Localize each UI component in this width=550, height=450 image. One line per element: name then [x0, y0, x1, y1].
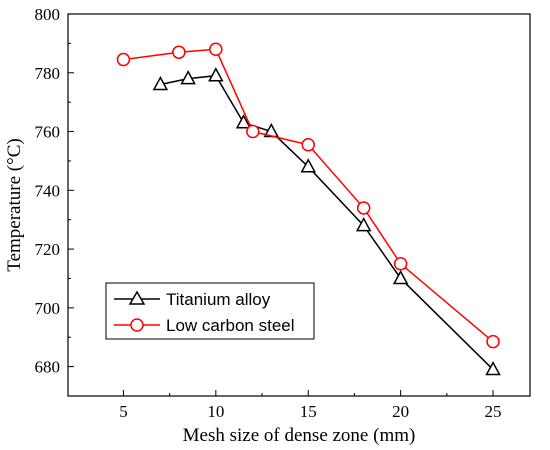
y-tick-label: 780 [35, 64, 61, 83]
data-point-triangle [180, 70, 196, 85]
data-point-circle [356, 201, 371, 215]
series-layer [116, 42, 501, 376]
x-tick-label: 20 [392, 402, 409, 421]
legend-label-titanium: Titanium alloy [166, 290, 271, 309]
data-point-circle [172, 45, 186, 59]
data-point-triangle [300, 158, 316, 173]
data-point-circle [116, 52, 131, 67]
y-axis-title: Temperature (°C) [4, 138, 25, 271]
data-point-triangle [485, 360, 501, 376]
data-point-circle [486, 334, 500, 349]
data-point-triangle [235, 114, 252, 129]
data-point-triangle [355, 216, 372, 232]
data-point-circle [209, 42, 223, 57]
axis-ticks: 5 10 15 20 25 680 700 720 740 760 780 800 [35, 5, 502, 421]
data-point-triangle [152, 75, 169, 91]
y-tick-label: 760 [35, 123, 61, 142]
y-tick-label: 740 [35, 181, 61, 200]
data-point-triangle [208, 67, 224, 82]
y-tick-label: 680 [35, 358, 61, 377]
data-point-circle [301, 138, 315, 152]
x-tick-label: 5 [119, 402, 128, 421]
legend: Titanium alloy Low carbon steel [105, 282, 315, 340]
legend-marker-steel [130, 318, 144, 332]
x-axis-title: Mesh size of dense zone (mm) [183, 425, 416, 446]
data-point-circle [393, 257, 408, 271]
x-tick-label: 25 [485, 402, 502, 421]
legend-label-steel: Low carbon steel [166, 316, 295, 335]
legend-marker-titanium [128, 290, 146, 305]
plot-frame [67, 13, 531, 397]
y-tick-label: 700 [35, 299, 61, 318]
data-point-circle [246, 124, 260, 139]
data-point-triangle [392, 269, 409, 285]
x-tick-label: 10 [207, 402, 224, 421]
y-tick-label: 800 [35, 5, 61, 24]
y-tick-label: 720 [35, 240, 61, 259]
x-tick-label: 15 [300, 402, 317, 421]
